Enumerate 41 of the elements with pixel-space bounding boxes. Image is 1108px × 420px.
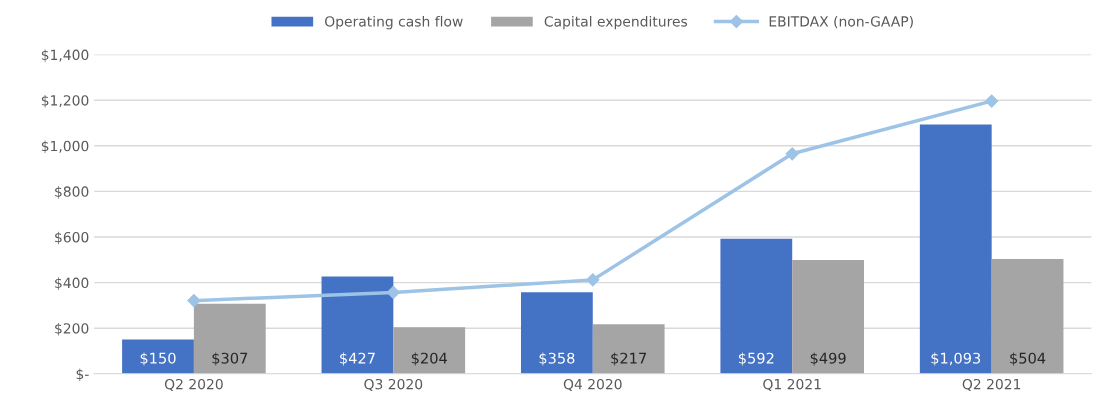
point xyxy=(187,294,201,308)
data-label: $150 xyxy=(140,352,176,366)
x-tick-label: Q2 2020 xyxy=(164,378,223,391)
x-tick-label: Q4 2020 xyxy=(563,378,622,391)
data-label: $504 xyxy=(1010,352,1046,366)
data-label: $592 xyxy=(738,352,774,366)
y-tick-label: $200 xyxy=(55,322,89,336)
x-tick-label: Q2 2021 xyxy=(962,378,1021,391)
point xyxy=(785,147,799,161)
legend-label: Operating cash flow xyxy=(325,15,463,30)
y-tick-label: $600 xyxy=(55,231,89,245)
data-label: $307 xyxy=(212,352,248,366)
bar xyxy=(991,258,1064,374)
y-tick-label: $400 xyxy=(55,277,89,290)
data-label: $499 xyxy=(810,352,846,366)
bar xyxy=(193,303,266,374)
data-label: $1,093 xyxy=(931,352,981,366)
y-tick-label: $1,000 xyxy=(41,140,89,154)
data-label: $427 xyxy=(340,352,375,366)
point xyxy=(586,273,600,287)
point xyxy=(386,285,400,299)
bar xyxy=(393,327,466,374)
legend-label: Capital expenditures xyxy=(544,15,688,30)
data-label: $358 xyxy=(539,352,575,366)
x-tick-label: Q1 2021 xyxy=(763,378,821,391)
y-tick-label: $- xyxy=(76,368,89,382)
legend-label: EBITDAX (non-GAAP) xyxy=(769,15,913,29)
data-label: $217 xyxy=(611,352,646,366)
bar xyxy=(720,238,793,374)
y-tick-label: $1,400 xyxy=(41,49,89,62)
bar xyxy=(520,292,593,374)
y-tick-label: $1,200 xyxy=(41,94,89,108)
x-tick-label: Q3 2020 xyxy=(364,378,423,391)
y-tick-label: $800 xyxy=(55,186,89,199)
bar xyxy=(122,339,194,374)
point xyxy=(985,94,999,108)
bar xyxy=(919,124,992,374)
bar xyxy=(592,324,665,374)
bar xyxy=(792,260,865,374)
data-label: $204 xyxy=(411,352,447,366)
bar xyxy=(321,276,394,374)
